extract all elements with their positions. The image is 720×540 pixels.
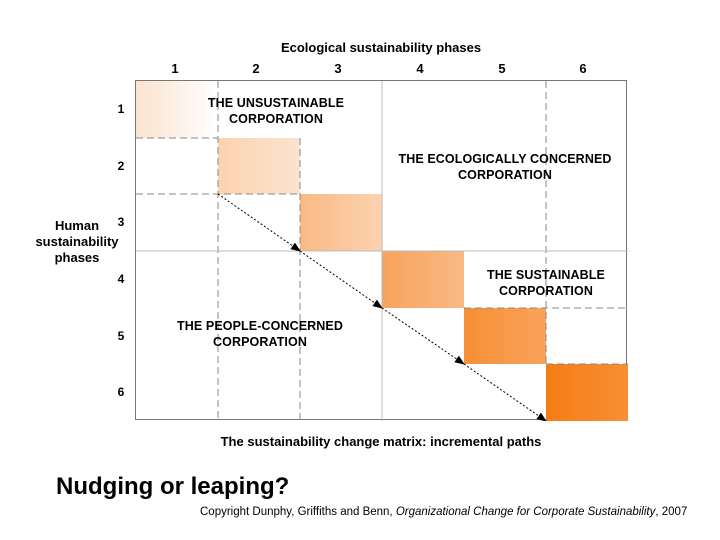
path-segment-3 xyxy=(381,307,465,365)
matrix-caption: The sustainability change matrix: increm… xyxy=(220,434,542,449)
sustainable-corporation-label: THE SUSTAINABLE CORPORATION xyxy=(464,267,628,299)
unsustainable-line-1: THE UNSUSTAINABLE xyxy=(207,96,345,110)
column-number-1: 1 xyxy=(171,61,179,76)
column-number-2: 2 xyxy=(252,61,260,76)
matrix-lines xyxy=(136,81,628,421)
slide-heading: Nudging or leaping? xyxy=(56,473,290,500)
incremental-path-arrows xyxy=(217,193,547,421)
human-phases-title: Human sustainability phases xyxy=(22,218,132,266)
diagonal-cell-1 xyxy=(136,81,218,138)
ecological-phases-title: Ecological sustainability phases xyxy=(280,40,482,55)
human-phases-title-line-1: Human xyxy=(54,218,100,233)
row-number-6: 6 xyxy=(117,385,125,399)
people-line-1: THE PEOPLE-CONCERNED xyxy=(177,319,343,333)
row-number-3: 3 xyxy=(117,215,125,229)
path-segment-1 xyxy=(217,193,301,252)
row-number-1: 1 xyxy=(117,102,125,116)
sustainable-line-2: CORPORATION xyxy=(499,284,593,298)
ecological-line-2: CORPORATION xyxy=(458,168,552,182)
row-number-2: 2 xyxy=(117,159,125,173)
row-number-4: 4 xyxy=(117,272,125,286)
diagonal-cell-5 xyxy=(464,308,546,364)
solid-divider-lines xyxy=(136,81,628,421)
copyright-line: Copyright Dunphy, Griffiths and Benn, Or… xyxy=(200,506,687,518)
ecological-line-1: THE ECOLOGICALLY CONCERNED xyxy=(398,152,612,166)
column-number-4: 4 xyxy=(416,61,424,76)
unsustainable-corporation-label: THE UNSUSTAINABLE CORPORATION xyxy=(176,95,376,127)
copyright-title: Organizational Change for Corporate Sust… xyxy=(395,506,656,518)
column-number-6: 6 xyxy=(579,61,587,76)
ecologically-concerned-corporation-label: THE ECOLOGICALLY CONCERNED CORPORATION xyxy=(382,151,628,183)
path-segment-4 xyxy=(463,363,547,421)
diagonal-cell-6 xyxy=(546,364,628,421)
human-phases-title-line-2: sustainability xyxy=(35,234,119,249)
column-number-3: 3 xyxy=(334,61,342,76)
copyright-suffix: , 2007 xyxy=(655,506,688,518)
diagonal-cell-3 xyxy=(300,194,382,251)
column-number-5: 5 xyxy=(498,61,506,76)
sustainable-line-1: THE SUSTAINABLE xyxy=(487,268,605,282)
sustainability-matrix: THE UNSUSTAINABLE CORPORATION THE ECOLOG… xyxy=(135,80,628,421)
path-segment-2 xyxy=(299,250,383,309)
diagonal-cell-4 xyxy=(382,251,464,308)
people-line-2: CORPORATION xyxy=(213,335,307,349)
row-number-5: 5 xyxy=(117,329,125,343)
unsustainable-line-2: CORPORATION xyxy=(229,112,323,126)
diagonal-cell-2 xyxy=(218,138,300,194)
people-concerned-corporation-label: THE PEOPLE-CONCERNED CORPORATION xyxy=(158,318,362,350)
human-phases-title-line-3: phases xyxy=(54,250,100,265)
copyright-prefix: Copyright Dunphy, Griffiths and Benn, xyxy=(200,506,396,518)
